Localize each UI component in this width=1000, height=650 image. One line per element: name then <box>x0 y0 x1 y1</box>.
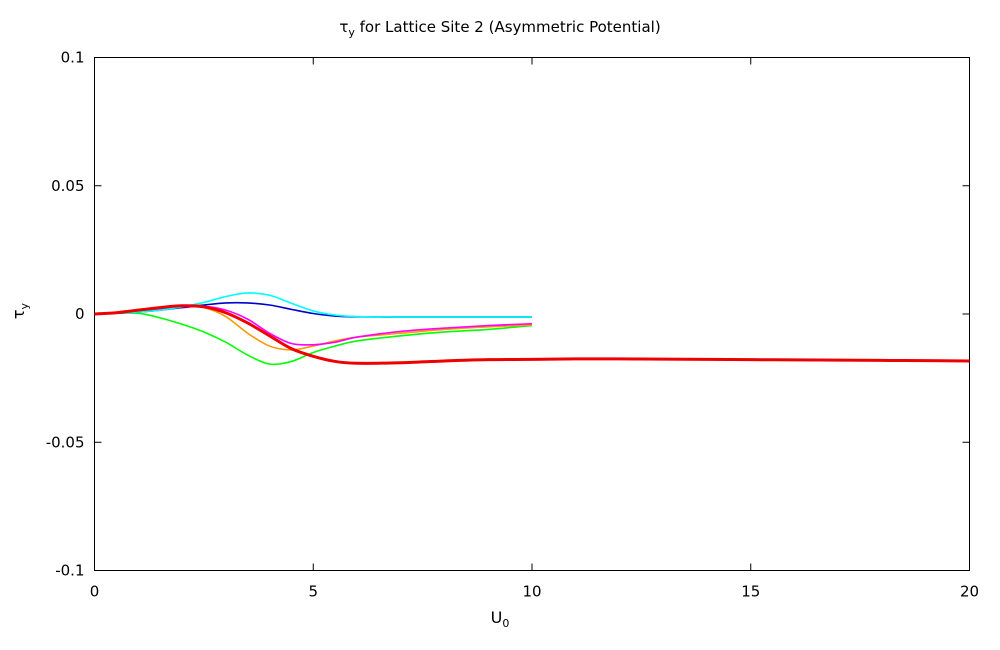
title-rest: for Lattice Site 2 (Asymmetric Potential… <box>354 18 661 36</box>
title-subscript: y <box>348 26 355 39</box>
ylabel-subscript: y <box>18 302 31 310</box>
y-tick-label: -0.1 <box>55 562 84 580</box>
x-tick-label: 20 <box>960 583 979 601</box>
x-tick-label: 5 <box>308 583 318 601</box>
series-line-6 <box>94 304 970 365</box>
chart-title: τy for Lattice Site 2 (Asymmetric Potent… <box>0 18 1000 39</box>
title-tau: τ <box>339 18 349 36</box>
y-tick-label: 0.05 <box>51 177 84 195</box>
y-axis-label: τy <box>9 299 31 323</box>
y-tick-label: 0 <box>75 305 85 323</box>
series-group <box>94 292 970 366</box>
x-tick-label: 0 <box>90 583 100 601</box>
y-tick-label: 0.1 <box>61 49 85 67</box>
ylabel-tau: τ <box>9 309 28 320</box>
series-line-5 <box>94 292 532 318</box>
xlabel-subscript: 0 <box>502 617 510 630</box>
series-line-1 <box>94 312 533 366</box>
series-line-3 <box>94 305 533 346</box>
x-axis-label: U0 <box>0 608 1000 630</box>
axis-ticks: 0 5 10 15 20 0.1 0.05 0 -0.05 -0.1 <box>46 49 979 601</box>
y-tick-label: -0.05 <box>46 433 85 451</box>
x-tick-label: 15 <box>741 583 760 601</box>
xlabel-u: U <box>490 608 503 627</box>
x-tick-label: 10 <box>522 583 541 601</box>
